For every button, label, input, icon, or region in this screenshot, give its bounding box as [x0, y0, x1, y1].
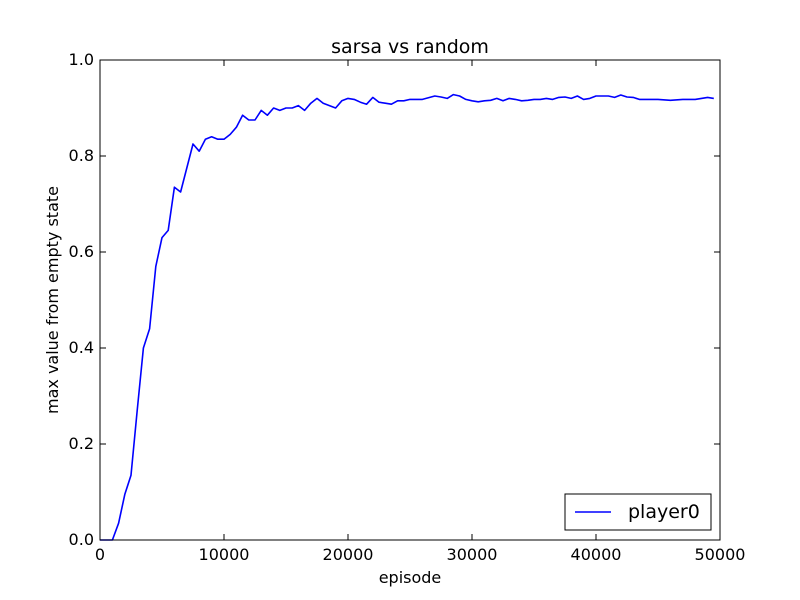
legend: player0 [564, 493, 712, 531]
x-tick-label: 20000 [323, 545, 374, 564]
chart-title: sarsa vs random [331, 36, 489, 58]
y-tick-label: 0.4 [69, 338, 94, 357]
y-tick-label: 0.6 [69, 242, 94, 261]
series-line-player0 [100, 93, 714, 541]
x-tick-label: 30000 [447, 545, 498, 564]
x-tick-label: 40000 [571, 545, 622, 564]
y-tick-label: 0.0 [69, 530, 94, 549]
x-tick-label: 0 [95, 545, 105, 564]
x-tick-label: 50000 [695, 545, 746, 564]
legend-label-player0: player0 [628, 501, 700, 523]
y-axis-label-group: max value from empty state [43, 186, 62, 414]
x-axis-label: episode [379, 568, 442, 587]
y-axis-label: max value from empty state [43, 186, 62, 414]
plot-frame [99, 59, 721, 541]
series-layer [100, 93, 714, 541]
axis-tick-labels: 0 10000 20000 30000 40000 50000 0.0 0.2 0.4 0.6 0.… [69, 50, 746, 564]
y-tick-label: 1.0 [69, 50, 94, 69]
x-tick-label: 10000 [199, 545, 250, 564]
y-tick-label: 0.2 [69, 434, 94, 453]
y-tick-label: 0.8 [69, 146, 94, 165]
